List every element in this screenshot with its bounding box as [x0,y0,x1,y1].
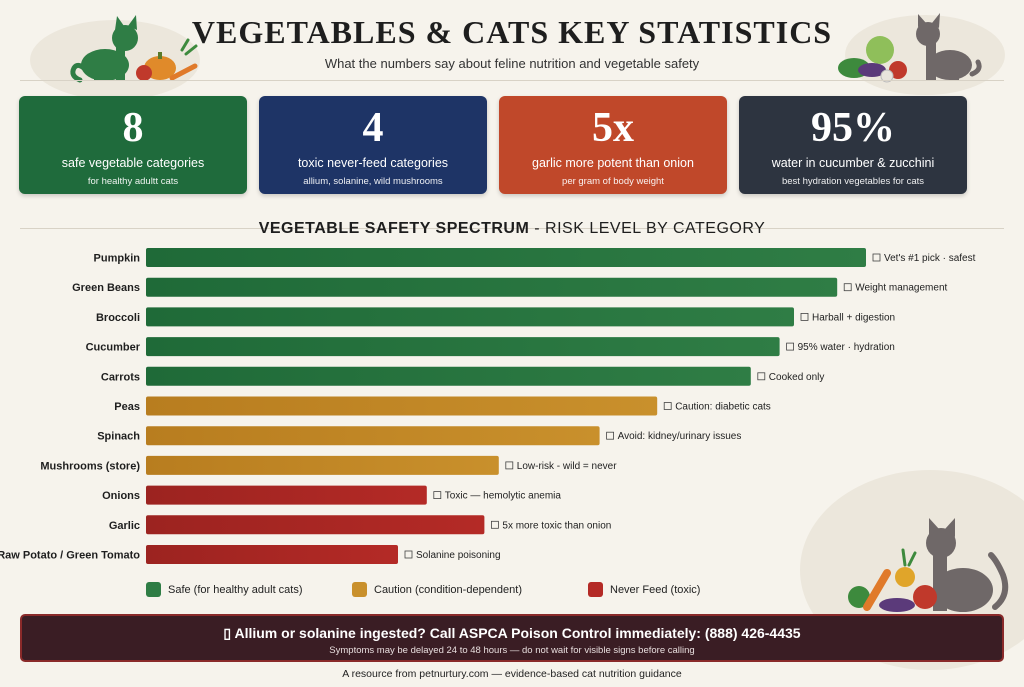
stat-value: 8 [122,105,144,151]
stat-sublabel: allium, solanine, wild mushrooms [303,176,443,187]
category-label: Peas [114,401,140,413]
bar-annotation: Vet's #1 pick · safest [884,253,976,264]
legend-swatch-safe [146,582,161,597]
stat-card-toxic: 4 toxic never-feed categories allium, so… [259,96,487,194]
bar-annotation: Harball + digestion [812,312,895,323]
category-label: Raw Potato / Green Tomato [0,550,140,562]
banner-message: ▯ Allium or solanine ingested? Call ASPC… [223,625,801,641]
category-label: Garlic [109,520,140,532]
bar-annotation: Cooked only [769,372,825,383]
bar-safe [146,248,866,267]
category-label: Mushrooms (store) [40,460,140,472]
category-label: Green Beans [72,282,140,294]
banner-subtext: Symptoms may be delayed 24 to 48 hours —… [329,645,695,656]
legend-label-safe: Safe (for healthy adult cats) [168,583,303,596]
annotation-box-icon [800,313,809,321]
category-label: Carrots [101,371,140,383]
legend-item-safe: Safe (for healthy adult cats) [146,582,303,597]
bar-never [146,545,398,564]
page-title: VEGETABLES & CATS KEY STATISTICS [191,14,833,50]
chart-title-rest: - RISK LEVEL BY CATEGORY [529,220,766,237]
stat-label: safe vegetable categories [61,156,205,170]
bar-annotation: Toxic — hemolytic anemia [445,491,562,502]
bar-annotation: Solanine poisoning [416,550,501,561]
poison-control-banner: ▯ Allium or solanine ingested? Call ASPC… [20,614,1004,662]
legend-item-caution: Caution (condition-dependent) [352,582,522,597]
chart-legend: Safe (for healthy adult cats) Caution (c… [0,582,1024,600]
vegetable-basket-icon [838,13,982,83]
cat-silhouette-icon [70,15,198,83]
bar-safe [146,366,751,386]
cat-silhouette-icon [848,518,1009,612]
stat-sublabel: per gram of body weight [562,176,664,187]
bar-caution [146,426,600,446]
stat-sublabel: best hydration vegetables for cats [781,176,925,187]
annotation-box-icon [663,402,672,410]
bar-annotation: Weight management [855,283,947,294]
stat-sublabel: for healthy adultt cats [87,176,179,187]
bar-never [146,515,485,535]
annotation-box-icon [757,372,766,381]
legend-item-never: Never Feed (toxic) [588,582,700,597]
annotation-box-icon [786,342,794,351]
stat-label: toxic never-feed categories [297,156,449,170]
category-label: Onions [102,490,140,502]
bar-caution [146,455,499,475]
bar-caution [146,396,658,416]
annotation-box-icon [404,550,413,559]
stat-card-water: 95% water in cucumber & zucchini best hy… [739,96,967,194]
chart-title-bold: VEGETABLE SAFETY SPECTRUM [258,220,530,237]
chart-title: VEGETABLE SAFETY SPECTRUM - RISK LEVEL B… [0,220,1024,238]
category-label: Broccoli [96,312,140,324]
footer-credit: A resource from petnurtury.com — evidenc… [342,668,682,680]
legend-swatch-caution [352,582,367,597]
bar-safe [146,337,780,357]
page-subtitle: What the numbers say about feline nutrit… [324,56,700,71]
legend-label-never: Never Feed (toxic) [610,583,701,596]
category-label: Pumpkin [94,253,141,265]
bar-safe [146,277,838,297]
annotation-box-icon [433,491,442,500]
bar-annotation: 5x more toxic than onion [502,520,611,531]
stat-label: garlic more potent than onion [532,156,694,170]
bar-annotation: Low-risk - wild = never [517,461,617,472]
stat-card-safe: 8 safe vegetable categories for healthy … [19,96,247,194]
annotation-box-icon [843,283,852,292]
annotation-box-icon [505,461,514,470]
bar-safe [146,307,794,327]
legend-label-caution: Caution (condition-dependent) [374,583,522,596]
annotation-box-icon [606,431,614,440]
safety-bar-chart: Pumpkin Vet's #1 pick · safest Green Beans… [0,248,976,564]
legend-swatch-never [588,582,603,597]
divider [20,228,1004,229]
stat-card-garlic: 5x garlic more potent than onion per gra… [499,96,727,194]
stat-value: 5x [592,105,634,151]
stat-label: water in cucumber & zucchini [771,156,935,170]
stat-value: 95% [811,105,895,151]
divider [20,80,1004,81]
category-label: Spinach [97,431,140,443]
bar-annotation: Avoid: kidney/urinary issues [618,431,742,442]
annotation-box-icon [872,253,881,262]
bar-annotation: Caution: diabetic cats [675,402,771,413]
bar-annotation: 95% water · hydration [798,342,895,353]
annotation-box-icon [490,520,499,529]
stat-value: 4 [362,105,384,151]
bar-never [146,485,427,505]
category-label: Cucumber [86,342,141,354]
